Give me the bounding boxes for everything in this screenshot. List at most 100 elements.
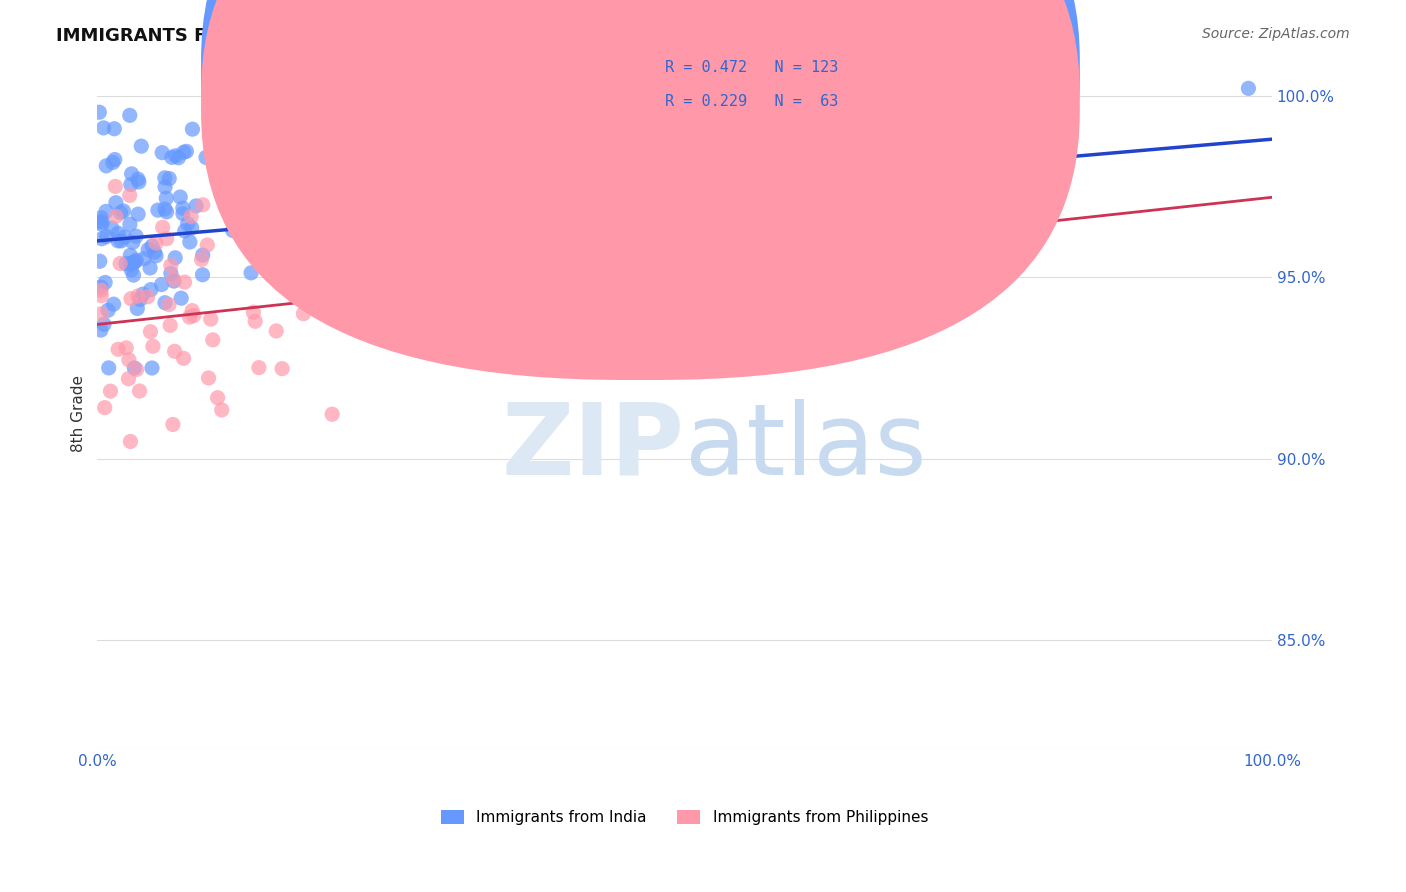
Immigrants from India <box>191 268 214 282</box>
Immigrants from Philippines <box>118 352 141 367</box>
Immigrants from Philippines <box>128 384 150 398</box>
Immigrants from Philippines <box>200 312 222 326</box>
Immigrants from Philippines <box>181 303 204 318</box>
Immigrants from India <box>97 360 120 375</box>
Immigrants from Philippines <box>117 372 139 386</box>
Immigrants from India <box>173 145 195 160</box>
Immigrants from Philippines <box>183 309 205 323</box>
Immigrants from India <box>90 280 112 294</box>
Immigrants from Philippines <box>104 210 127 224</box>
Immigrants from Philippines <box>207 391 229 405</box>
Immigrants from India <box>136 243 159 257</box>
Immigrants from Philippines <box>242 305 264 319</box>
Immigrants from India <box>125 229 148 244</box>
Immigrants from India <box>90 211 112 225</box>
Immigrants from India <box>204 100 226 114</box>
Immigrants from India <box>110 234 132 248</box>
Immigrants from India <box>243 136 266 150</box>
Immigrants from India <box>170 291 193 305</box>
Immigrants from Philippines <box>90 283 112 297</box>
Immigrants from India <box>101 155 124 169</box>
Immigrants from Philippines <box>233 212 256 227</box>
Immigrants from India <box>157 171 180 186</box>
Immigrants from India <box>305 245 328 260</box>
Immigrants from India <box>112 203 135 218</box>
Immigrants from Philippines <box>211 403 233 417</box>
Immigrants from Philippines <box>242 227 264 242</box>
Y-axis label: 8th Grade: 8th Grade <box>72 375 86 452</box>
Immigrants from India <box>205 143 228 157</box>
Immigrants from Philippines <box>162 272 184 286</box>
Immigrants from India <box>128 175 150 189</box>
Immigrants from India <box>132 287 155 301</box>
Immigrants from India <box>104 195 127 210</box>
Immigrants from India <box>250 213 273 227</box>
Immigrants from Philippines <box>190 252 212 267</box>
Immigrants from India <box>172 201 194 215</box>
Immigrants from Philippines <box>93 401 115 415</box>
Immigrants from India <box>172 207 194 221</box>
Immigrants from Philippines <box>107 343 129 357</box>
Immigrants from India <box>155 191 177 205</box>
Immigrants from India <box>173 224 195 238</box>
Immigrants from India <box>118 217 141 231</box>
Immigrants from India <box>285 134 308 148</box>
Immigrants from India <box>125 253 148 268</box>
Immigrants from Philippines <box>221 179 243 194</box>
Immigrants from Philippines <box>328 224 350 238</box>
Immigrants from India <box>139 260 162 275</box>
Immigrants from India <box>499 136 522 151</box>
Immigrants from India <box>127 207 149 221</box>
Immigrants from Philippines <box>118 188 141 202</box>
Immigrants from Philippines <box>280 244 302 258</box>
Text: R = 0.229   N =  63: R = 0.229 N = 63 <box>665 95 838 109</box>
Immigrants from Philippines <box>136 290 159 304</box>
Immigrants from India <box>903 81 925 95</box>
Immigrants from India <box>122 235 145 250</box>
Immigrants from India <box>91 215 114 229</box>
Immigrants from India <box>120 256 142 270</box>
Immigrants from India <box>120 263 142 277</box>
Immigrants from India <box>124 361 146 376</box>
Immigrants from India <box>94 204 117 219</box>
Immigrants from India <box>150 277 173 292</box>
Immigrants from India <box>217 133 239 147</box>
Immigrants from Philippines <box>90 307 112 321</box>
Immigrants from India <box>207 136 229 151</box>
Immigrants from India <box>181 122 204 136</box>
Immigrants from India <box>141 361 163 376</box>
Immigrants from Philippines <box>292 307 315 321</box>
Text: ZIP: ZIP <box>502 399 685 496</box>
Immigrants from Philippines <box>142 339 165 353</box>
Immigrants from Philippines <box>226 179 249 194</box>
Immigrants from India <box>229 186 252 200</box>
Immigrants from India <box>153 202 176 216</box>
Immigrants from India <box>180 220 202 235</box>
Immigrants from Philippines <box>145 236 167 251</box>
Immigrants from Philippines <box>108 256 131 270</box>
Immigrants from India <box>96 229 118 244</box>
Immigrants from India <box>141 239 163 253</box>
Immigrants from India <box>165 251 187 265</box>
Immigrants from Philippines <box>287 213 309 227</box>
Immigrants from Philippines <box>195 238 218 252</box>
Immigrants from Philippines <box>139 325 162 339</box>
Immigrants from India <box>120 178 142 192</box>
Immigrants from Philippines <box>162 417 184 432</box>
Immigrants from India <box>93 318 115 332</box>
Immigrants from India <box>114 230 136 244</box>
Immigrants from Philippines <box>120 292 142 306</box>
Immigrants from India <box>240 266 263 280</box>
Immigrants from India <box>252 134 274 148</box>
Immigrants from India <box>103 297 125 311</box>
Immigrants from India <box>284 184 307 198</box>
Immigrants from India <box>163 274 186 288</box>
Immigrants from Philippines <box>159 318 181 333</box>
Immigrants from India <box>121 167 143 181</box>
Immigrants from Philippines <box>120 434 142 449</box>
Immigrants from India <box>94 276 117 290</box>
Immigrants from Philippines <box>127 289 149 303</box>
Immigrants from India <box>90 217 112 231</box>
Immigrants from India <box>129 293 152 307</box>
Immigrants from Philippines <box>163 344 186 359</box>
